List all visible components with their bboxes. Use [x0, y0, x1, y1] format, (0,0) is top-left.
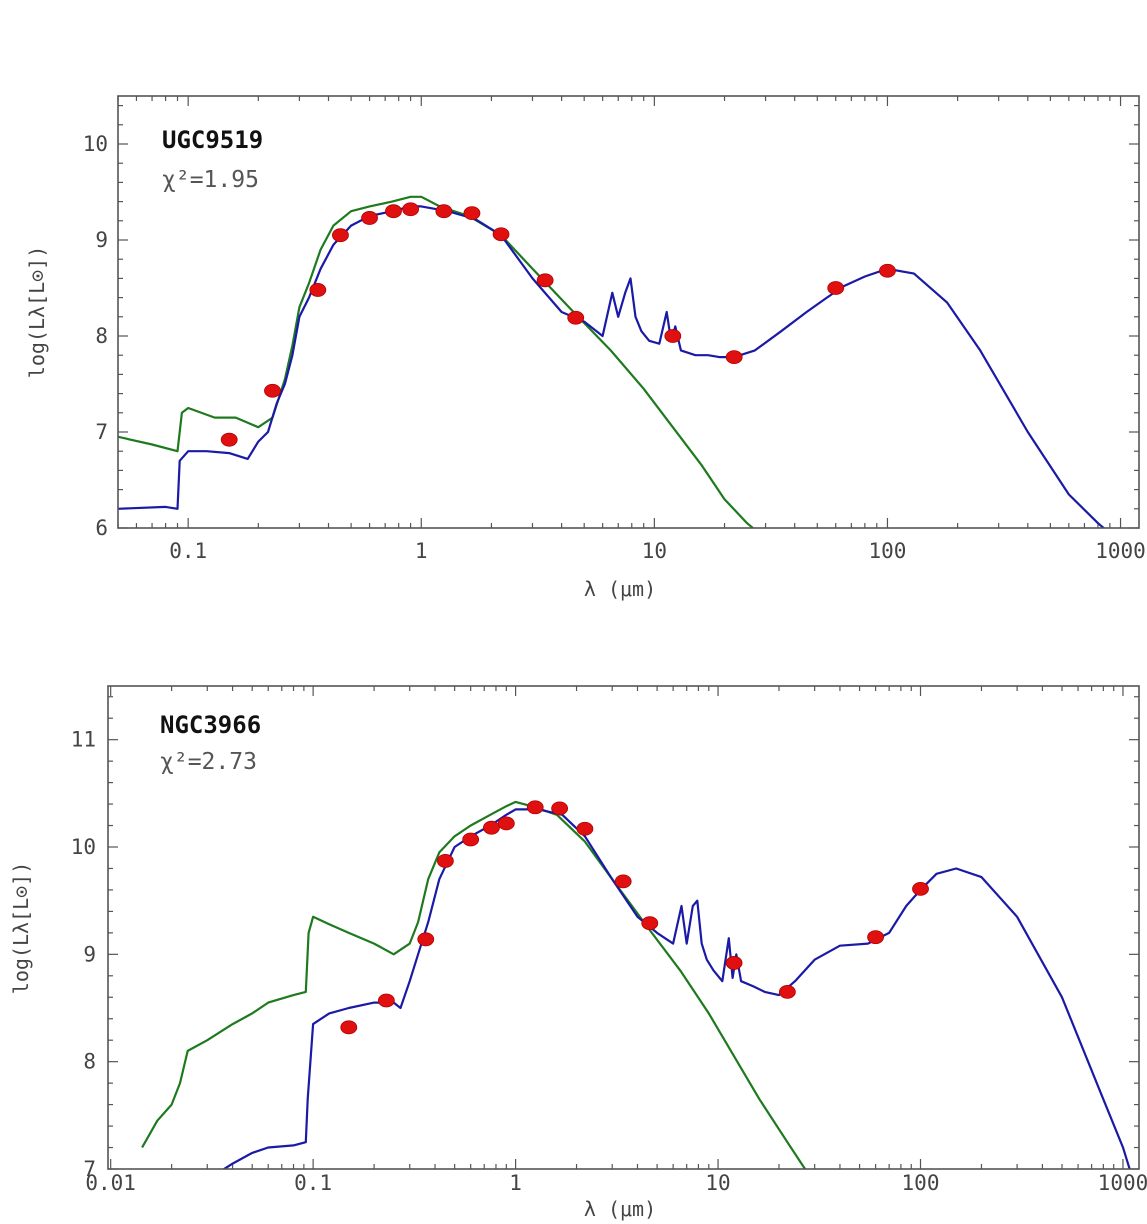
observed-point: [309, 283, 327, 297]
sed-panel-ngc3966: 0.01 0.1 1 10 100 1000 7 8 9 10 11 NGC3966 χ²=2.7…: [9, 685, 1147, 1221]
axis-ticks: [117, 96, 1139, 529]
observed-point: [551, 801, 569, 816]
model-total-line: [222, 808, 1131, 1169]
observed-point: [664, 329, 682, 343]
plot-frame: [117, 95, 1140, 529]
x-tick-label: 100: [868, 539, 906, 563]
x-tick-labels: 0.01 0.1 1 10 100 1000: [85, 1171, 1147, 1195]
observed-point: [417, 932, 435, 947]
observed-point: [536, 273, 554, 288]
observed-point: [867, 930, 884, 945]
x-tick-label: 1: [415, 539, 428, 563]
x-axis-label: λ (μm): [584, 1197, 656, 1221]
observed-point: [567, 310, 585, 325]
observed-points: [340, 800, 929, 1035]
observed-point: [377, 993, 395, 1008]
x-tick-label: 100: [902, 1171, 940, 1195]
x-tick-label: 0.1: [294, 1171, 332, 1195]
plot-lines: [118, 195, 1106, 528]
y-tick-label: 9: [83, 942, 96, 966]
observed-point: [879, 263, 896, 278]
observed-point: [264, 383, 281, 398]
y-tick-labels: 7 8 9 10 11: [71, 728, 96, 1181]
observed-point: [725, 956, 743, 970]
observed-point: [435, 204, 453, 219]
stellar-unattenuated-line: [141, 800, 807, 1169]
observed-point: [641, 916, 659, 931]
galaxy-name: NGC3966: [160, 711, 261, 739]
y-tick-label: 6: [95, 516, 108, 540]
x-axis-label: λ (μm): [584, 577, 656, 601]
x-tick-label: 1000: [1095, 539, 1146, 563]
observed-point: [912, 881, 929, 896]
y-tick-label: 8: [83, 1050, 96, 1074]
observed-point: [614, 874, 632, 889]
observed-point: [497, 816, 515, 831]
axis-ticks: [108, 686, 1139, 1170]
x-tick-label: 0.01: [85, 1171, 136, 1195]
plot-frame: [107, 685, 1140, 1170]
x-tick-labels: 0.1 1 10 100 1000: [169, 539, 1146, 563]
observed-point: [436, 854, 454, 868]
chi-square-value: χ²=1.95: [162, 167, 259, 193]
x-tick-label: 10: [705, 1171, 730, 1195]
observed-point: [340, 1020, 358, 1035]
stellar-unattenuated-line: [118, 195, 755, 528]
x-tick-label: 1: [509, 1171, 522, 1195]
y-axis-label: log(Lλ[L⊙]): [9, 862, 33, 994]
observed-point: [778, 985, 796, 999]
observed-point: [402, 202, 419, 217]
y-tick-label: 10: [71, 835, 96, 859]
x-tick-label: 1000: [1098, 1171, 1147, 1195]
y-tick-label: 11: [71, 728, 96, 752]
observed-point: [463, 206, 481, 221]
model-total-line: [118, 205, 1106, 528]
galaxy-name: UGC9519: [162, 126, 263, 154]
observed-point: [462, 832, 480, 847]
observed-point: [361, 211, 378, 225]
observed-point: [385, 204, 402, 219]
observed-point: [827, 281, 845, 295]
y-tick-label: 10: [83, 132, 108, 156]
y-tick-label: 7: [95, 420, 108, 444]
y-tick-label: 9: [95, 228, 108, 252]
observed-point: [725, 350, 743, 365]
sed-panel-ugc9519: 0.1 1 10 100 1000 6 7 8 9 10 UGC9519 χ²=1.95 λ (…: [25, 95, 1146, 601]
y-tick-label: 8: [95, 324, 108, 348]
y-axis-label: log(Lλ[L⊙]): [25, 246, 49, 378]
x-tick-label: 10: [642, 539, 667, 563]
observed-point: [492, 227, 510, 242]
observed-point: [220, 432, 238, 447]
observed-points: [220, 202, 896, 447]
plot-lines: [141, 800, 1131, 1169]
x-tick-label: 0.1: [169, 539, 207, 563]
observed-point: [576, 821, 594, 836]
y-tick-label: 7: [83, 1157, 96, 1181]
observed-point: [332, 228, 349, 243]
y-tick-labels: 6 7 8 9 10: [83, 132, 108, 540]
observed-point: [526, 800, 544, 815]
observed-point: [483, 820, 500, 835]
chi-square-value: χ²=2.73: [160, 749, 257, 775]
